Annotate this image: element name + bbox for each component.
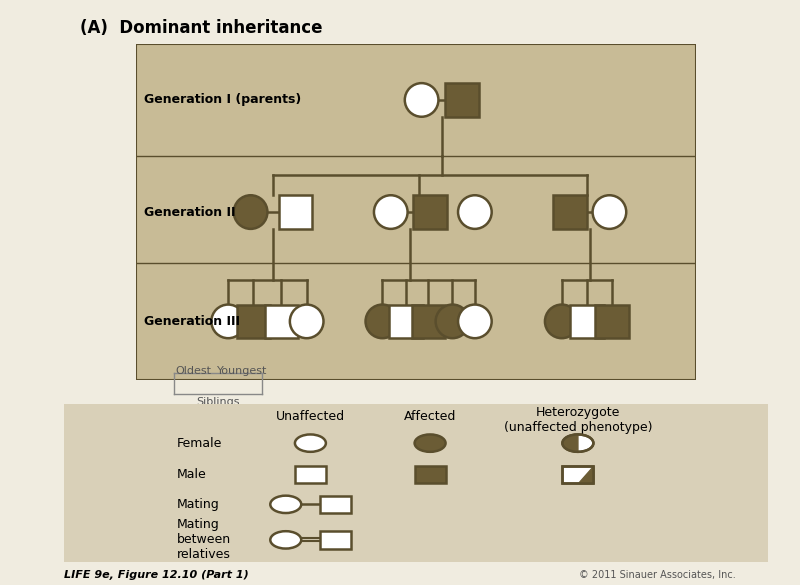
- Text: Mating
between
relatives: Mating between relatives: [177, 518, 230, 562]
- Text: © 2011 Sinauer Associates, Inc.: © 2011 Sinauer Associates, Inc.: [579, 570, 736, 580]
- Text: Generation III: Generation III: [144, 315, 240, 328]
- Circle shape: [436, 305, 470, 338]
- Text: Heterozygote
(unaffected phenotype): Heterozygote (unaffected phenotype): [504, 405, 652, 433]
- Circle shape: [234, 195, 267, 229]
- Bar: [562, 466, 594, 483]
- Text: Generation II: Generation II: [144, 205, 235, 219]
- Circle shape: [458, 195, 492, 229]
- Polygon shape: [578, 466, 594, 483]
- Text: Male: Male: [177, 468, 206, 481]
- Bar: [445, 83, 478, 117]
- Circle shape: [366, 305, 399, 338]
- Circle shape: [211, 305, 245, 338]
- Bar: [570, 305, 604, 338]
- Bar: [265, 305, 298, 338]
- Text: Generation I (parents): Generation I (parents): [144, 94, 302, 106]
- FancyBboxPatch shape: [136, 44, 696, 380]
- Text: Female: Female: [177, 436, 222, 450]
- Circle shape: [458, 305, 492, 338]
- Circle shape: [295, 435, 326, 452]
- Circle shape: [562, 435, 594, 452]
- Text: Unaffected: Unaffected: [276, 410, 345, 422]
- Circle shape: [545, 305, 578, 338]
- Bar: [295, 466, 326, 483]
- Bar: [414, 466, 446, 483]
- Circle shape: [414, 435, 446, 452]
- Text: Mating: Mating: [177, 498, 219, 511]
- Circle shape: [270, 495, 302, 513]
- FancyBboxPatch shape: [64, 404, 768, 562]
- Bar: [595, 305, 629, 338]
- Bar: [413, 195, 447, 229]
- Bar: [237, 305, 270, 338]
- Bar: [319, 531, 350, 549]
- Text: Oldest: Oldest: [176, 366, 212, 376]
- Polygon shape: [562, 435, 578, 452]
- Circle shape: [593, 195, 626, 229]
- Text: Affected: Affected: [404, 410, 456, 422]
- Text: (A)  Dominant inheritance: (A) Dominant inheritance: [80, 19, 322, 37]
- Circle shape: [270, 531, 302, 549]
- Circle shape: [290, 305, 323, 338]
- Bar: [389, 305, 422, 338]
- Bar: [278, 195, 312, 229]
- Text: Siblings: Siblings: [196, 397, 240, 407]
- Bar: [319, 495, 350, 513]
- Circle shape: [374, 195, 407, 229]
- Circle shape: [405, 83, 438, 117]
- Bar: [554, 195, 587, 229]
- Bar: [562, 466, 594, 483]
- Text: LIFE 9e, Figure 12.10 (Part 1): LIFE 9e, Figure 12.10 (Part 1): [64, 570, 249, 580]
- Bar: [411, 305, 445, 338]
- Text: Youngest: Youngest: [217, 366, 267, 376]
